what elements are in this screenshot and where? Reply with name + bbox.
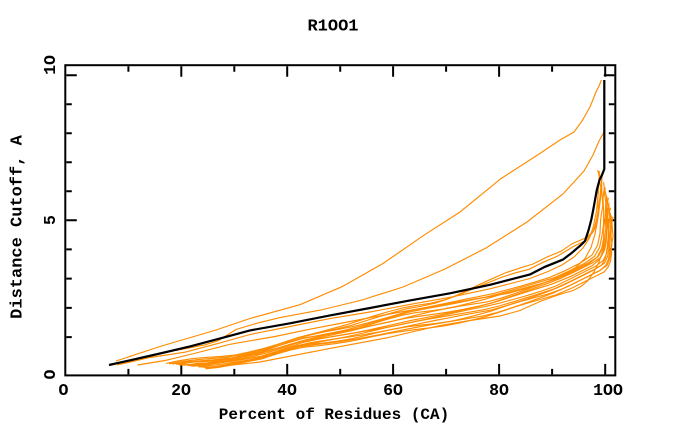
svg-text:1O: 1O xyxy=(41,55,60,75)
svg-text:O: O xyxy=(41,369,60,379)
svg-text:4O: 4O xyxy=(277,381,297,400)
svg-text:R1OO1: R1OO1 xyxy=(307,18,358,37)
svg-text:6O: 6O xyxy=(383,381,403,400)
svg-text:8O: 8O xyxy=(489,381,509,400)
svg-text:Distance Cutoff, A: Distance Cutoff, A xyxy=(9,134,28,318)
svg-text:Percent of Residues (CA): Percent of Residues (CA) xyxy=(219,406,449,424)
svg-text:O: O xyxy=(59,381,69,400)
svg-text:1OO: 1OO xyxy=(593,381,623,400)
svg-text:5: 5 xyxy=(41,215,60,225)
svg-text:2O: 2O xyxy=(171,381,191,400)
